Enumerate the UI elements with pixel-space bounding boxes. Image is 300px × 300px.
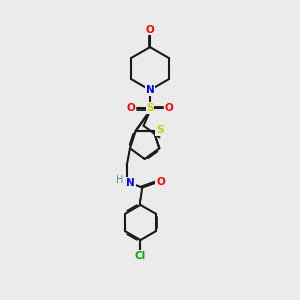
Text: S: S [146, 103, 154, 113]
Text: Cl: Cl [135, 251, 146, 261]
Text: O: O [146, 25, 154, 34]
Text: N: N [146, 85, 154, 95]
Text: H: H [116, 175, 124, 185]
Text: S: S [156, 125, 164, 135]
Text: N: N [126, 178, 135, 188]
Text: O: O [164, 103, 173, 113]
Text: O: O [127, 103, 136, 113]
Text: O: O [156, 177, 165, 187]
